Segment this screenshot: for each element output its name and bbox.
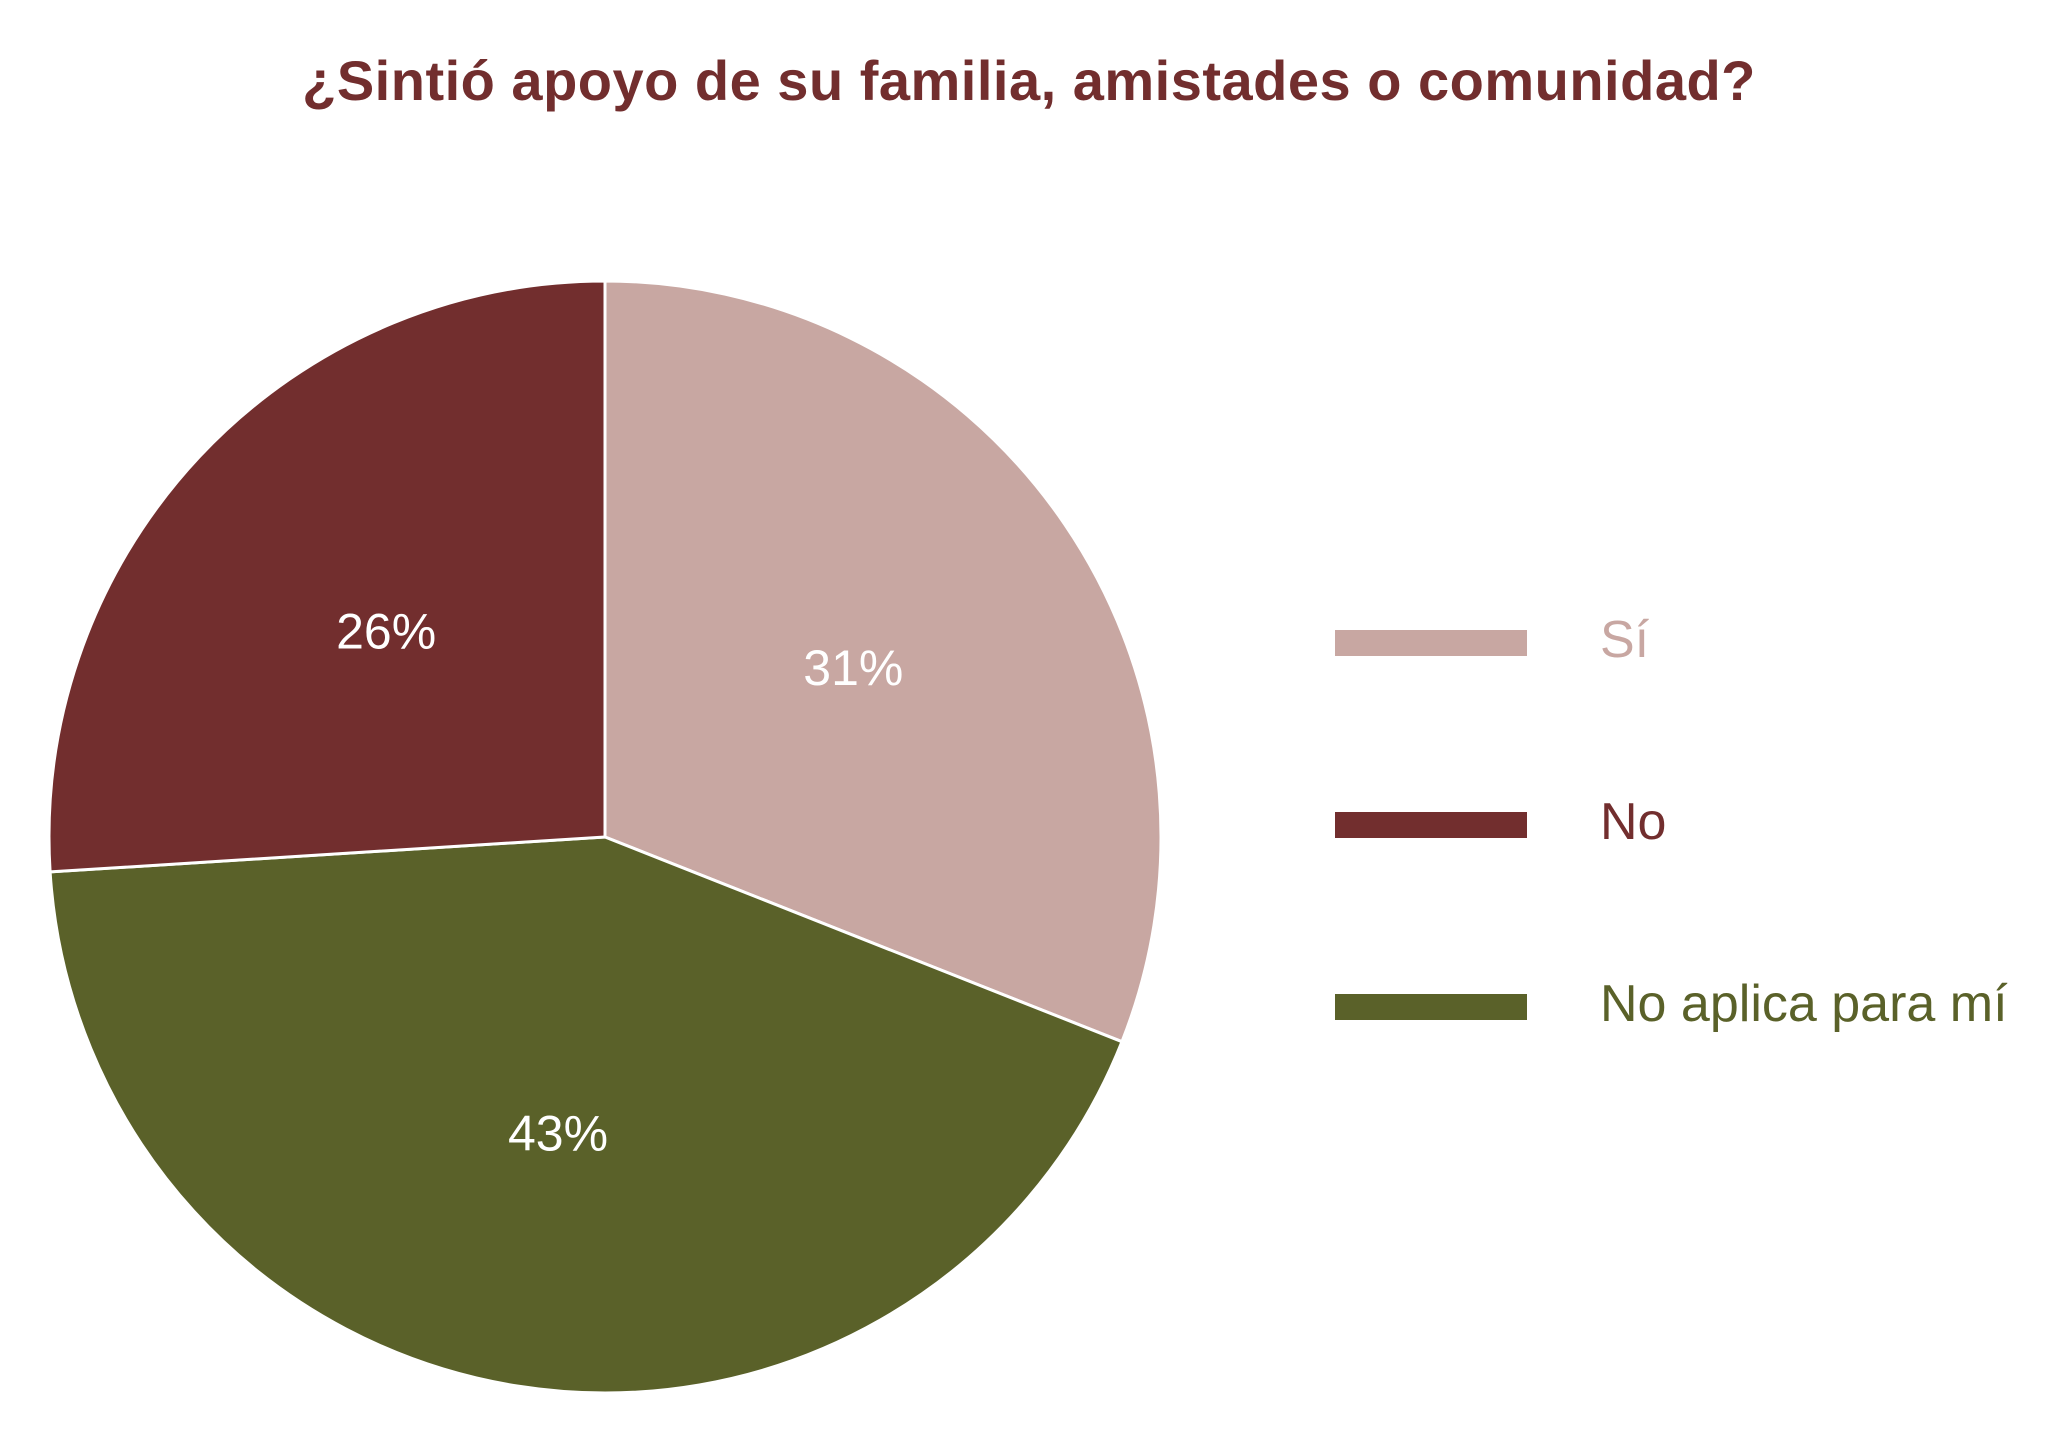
data-label-no-aplica-para-mi: 43%: [508, 1106, 608, 1162]
chart-title: ¿Sintió apoyo de su familia, amistades o…: [302, 49, 1756, 112]
data-label-si: 31%: [803, 640, 903, 696]
data-label-no: 26%: [336, 603, 436, 659]
legend-swatch-no: [1335, 812, 1527, 838]
legend-swatch-si: [1335, 630, 1527, 656]
legend-label-si: Sí: [1600, 611, 1650, 669]
legend-swatch-no-aplica: [1335, 994, 1527, 1020]
pie-slice-no[interactable]: [47, 279, 607, 874]
legend-item-no[interactable]: No: [1335, 782, 2055, 964]
legend-label-no-aplica: No aplica para mí: [1600, 975, 2008, 1033]
pie-slice-si[interactable]: [603, 279, 1163, 1044]
legend-item-si[interactable]: Sí: [1335, 600, 2055, 782]
pie-slice-no-aplica-para-mi[interactable]: [48, 835, 1124, 1395]
legend-label-no: No: [1600, 793, 1667, 851]
pie-data-labels: 31% 43% 26%: [336, 603, 903, 1161]
pie-slices: [47, 279, 1163, 1395]
legend-item-no-aplica[interactable]: No aplica para mí: [1335, 964, 2055, 1146]
legend: Sí No No aplica para mí: [1335, 600, 2055, 1146]
